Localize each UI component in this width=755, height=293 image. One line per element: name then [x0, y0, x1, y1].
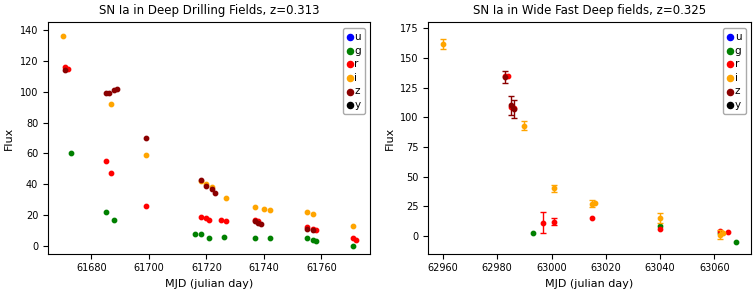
r [499, 74, 511, 78]
r [548, 219, 560, 224]
Legend: u, g, r, i, z, y: u, g, r, i, z, y [343, 28, 365, 114]
g [301, 236, 313, 241]
z [255, 222, 267, 226]
z [249, 219, 261, 224]
r [140, 203, 152, 208]
r [100, 159, 112, 163]
Y-axis label: Flux: Flux [5, 126, 14, 150]
i [200, 182, 212, 187]
i [589, 200, 601, 205]
g [65, 151, 77, 156]
z [505, 103, 517, 108]
X-axis label: MJD (julian day): MJD (julian day) [545, 279, 633, 289]
i [713, 232, 726, 237]
i [220, 196, 233, 200]
r [505, 104, 517, 109]
z [301, 226, 313, 231]
r [252, 219, 264, 224]
r [106, 171, 118, 176]
r [310, 228, 322, 233]
r [203, 217, 215, 222]
z [103, 91, 115, 96]
r [586, 216, 598, 220]
r [200, 216, 212, 220]
g [310, 239, 322, 243]
r [713, 229, 726, 234]
Legend: u, g, r, i, z, y: u, g, r, i, z, y [723, 28, 746, 114]
z [60, 68, 72, 73]
g [307, 237, 319, 242]
i [307, 211, 319, 216]
z [507, 107, 519, 111]
z [111, 86, 123, 91]
i [301, 209, 313, 214]
z [195, 177, 207, 182]
Title: SN Ia in Wide Fast Deep fields, z=0.325: SN Ia in Wide Fast Deep fields, z=0.325 [473, 4, 706, 17]
z [108, 88, 120, 93]
z [200, 183, 212, 188]
g [217, 234, 230, 239]
g [347, 243, 359, 248]
r [249, 217, 261, 222]
X-axis label: MJD (julian day): MJD (julian day) [165, 279, 254, 289]
r [301, 225, 313, 230]
r [350, 237, 362, 242]
i [195, 179, 207, 183]
i [437, 42, 449, 46]
i [519, 123, 531, 128]
i [263, 208, 276, 213]
Title: SN Ia in Deep Drilling Fields, z=0.313: SN Ia in Deep Drilling Fields, z=0.313 [99, 4, 319, 17]
g [526, 231, 538, 236]
i [106, 102, 118, 106]
i [140, 153, 152, 157]
g [249, 236, 261, 241]
r [60, 65, 72, 69]
i [257, 207, 270, 211]
r [538, 220, 550, 225]
g [189, 231, 201, 236]
z [252, 220, 264, 225]
g [195, 231, 207, 236]
Y-axis label: Flux: Flux [384, 126, 394, 150]
i [548, 186, 560, 191]
r [722, 230, 734, 235]
i [654, 216, 666, 220]
g [203, 236, 215, 241]
r [220, 219, 233, 224]
i [57, 34, 69, 39]
z [499, 75, 511, 79]
r [214, 217, 226, 222]
i [347, 224, 359, 228]
z [307, 228, 319, 233]
g [654, 224, 666, 229]
z [206, 187, 218, 191]
r [347, 236, 359, 241]
r [63, 67, 75, 71]
g [100, 209, 112, 214]
z [100, 91, 112, 96]
r [307, 226, 319, 231]
z [209, 191, 221, 196]
g [263, 236, 276, 241]
i [716, 231, 729, 236]
r [654, 226, 666, 231]
r [502, 74, 514, 78]
i [586, 202, 598, 206]
i [206, 185, 218, 190]
z [140, 136, 152, 140]
r [195, 214, 207, 219]
g [108, 217, 120, 222]
r [507, 105, 519, 110]
g [713, 231, 726, 236]
g [730, 239, 742, 244]
i [249, 205, 261, 210]
